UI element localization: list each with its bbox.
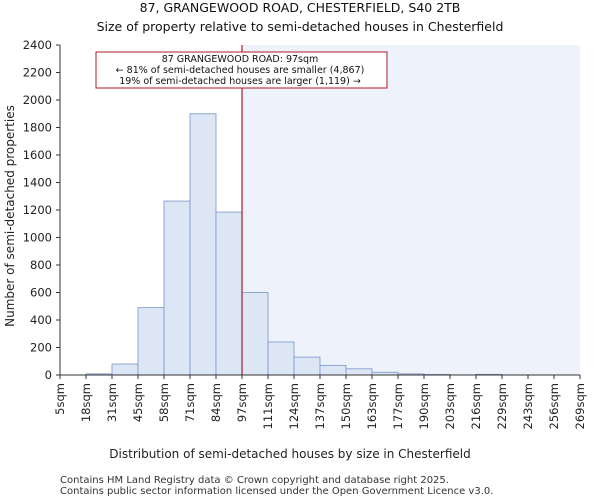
annotation-line-2: ← 81% of semi-detached houses are smalle… bbox=[116, 65, 365, 76]
chart-title: 87, GRANGEWOOD ROAD, CHESTERFIELD, S40 2… bbox=[140, 0, 461, 15]
y-tick-label: 800 bbox=[30, 258, 52, 272]
x-tick-label: 190sqm bbox=[417, 383, 431, 429]
y-axis-label: Number of semi-detached properties bbox=[3, 105, 17, 327]
x-tick-label: 18sqm bbox=[79, 383, 93, 422]
y-tick-label: 1400 bbox=[23, 176, 52, 190]
x-tick-label: 137sqm bbox=[313, 383, 327, 429]
x-tick-label: 58sqm bbox=[157, 383, 171, 422]
x-tick-label: 177sqm bbox=[391, 383, 405, 429]
x-tick-label: 84sqm bbox=[209, 383, 223, 422]
x-tick-label: 243sqm bbox=[521, 383, 535, 429]
background-layer bbox=[242, 45, 580, 375]
x-tick-label: 111sqm bbox=[261, 383, 275, 429]
x-tick-label: 45sqm bbox=[131, 383, 145, 422]
annotation-box bbox=[95, 51, 388, 89]
x-tick-label: 229sqm bbox=[495, 383, 509, 429]
highlight-region bbox=[242, 45, 580, 375]
x-tick-label: 31sqm bbox=[105, 383, 119, 422]
footer-line-2: Contains public sector information licen… bbox=[60, 486, 493, 497]
x-tick-label: 256sqm bbox=[547, 383, 561, 429]
y-tick-label: 2000 bbox=[23, 93, 52, 107]
x-tick-label: 5sqm bbox=[53, 383, 67, 415]
x-tick-label: 163sqm bbox=[365, 383, 379, 429]
y-tick-label: 200 bbox=[30, 341, 52, 355]
x-tick-label: 124sqm bbox=[287, 383, 301, 429]
x-tick-label: 216sqm bbox=[469, 383, 483, 429]
ticks-layer: 0 200 400 600 800 1000 1200 1400 1600 1800 2000 220… bbox=[23, 38, 587, 429]
annotation: 87 GRANGEWOOD ROAD: 97sqm ← 81% of semi-… bbox=[95, 51, 388, 89]
bar-45sqm bbox=[137, 307, 165, 376]
annotation-line-3: 19% of semi-detached houses are larger (… bbox=[119, 76, 361, 87]
bar-97sqm bbox=[241, 292, 269, 376]
bar-31sqm bbox=[111, 363, 139, 376]
x-tick-label: 97sqm bbox=[235, 383, 249, 422]
y-tick-label: 400 bbox=[30, 313, 52, 327]
x-axis-label: Distribution of semi-detached houses by … bbox=[109, 447, 470, 461]
x-tick-label: 269sqm bbox=[573, 383, 587, 429]
y-tick-label: 600 bbox=[30, 286, 52, 300]
bar-124sqm bbox=[293, 356, 321, 376]
y-tick-label: 1000 bbox=[23, 231, 52, 245]
x-tick-label: 150sqm bbox=[339, 383, 353, 429]
bar-71sqm bbox=[189, 113, 217, 376]
bar-84sqm bbox=[215, 211, 243, 376]
footer-line-1: Contains HM Land Registry data © Crown c… bbox=[60, 475, 449, 486]
y-tick-label: 1600 bbox=[23, 148, 52, 162]
bar-58sqm bbox=[163, 200, 191, 376]
bars-layer bbox=[85, 45, 503, 376]
annotation-line-1: 87 GRANGEWOOD ROAD: 97sqm bbox=[162, 54, 319, 65]
y-tick-label: 1800 bbox=[23, 121, 52, 135]
x-tick-label: 71sqm bbox=[183, 383, 197, 422]
y-tick-label: 0 bbox=[45, 368, 52, 382]
y-tick-label: 1200 bbox=[23, 203, 52, 217]
y-tick-label: 2400 bbox=[23, 38, 52, 52]
y-tick-label: 2200 bbox=[23, 66, 52, 80]
bar-150sqm bbox=[345, 368, 373, 376]
chart-subtitle: Size of property relative to semi-detach… bbox=[97, 19, 504, 34]
x-tick-label: 203sqm bbox=[443, 383, 457, 429]
bar-137sqm bbox=[319, 364, 347, 376]
bar-111sqm bbox=[267, 341, 295, 376]
